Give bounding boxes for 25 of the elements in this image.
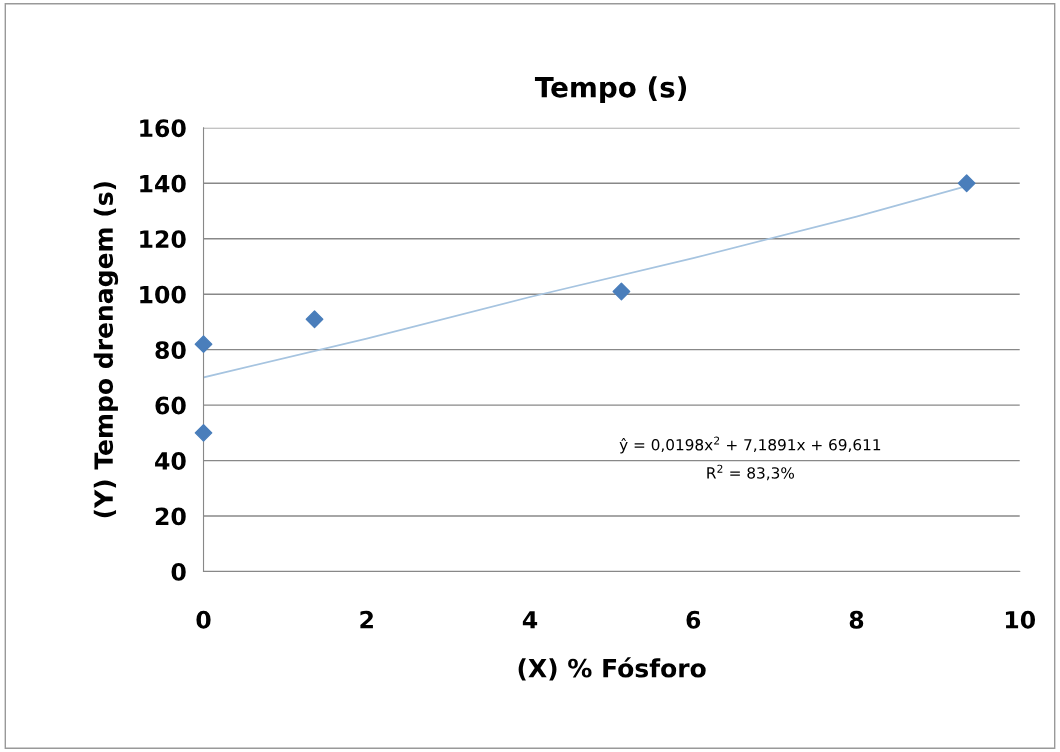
y-tick-label: 100 xyxy=(140,285,186,304)
x-tick-label: 4 xyxy=(522,611,538,629)
x-tick-label: 6 xyxy=(686,610,701,629)
x-tick-label: 10 xyxy=(1005,610,1036,629)
y-tick-label: 40 xyxy=(155,452,186,470)
point xyxy=(612,282,631,301)
y-tick-label: 120 xyxy=(140,230,186,249)
point xyxy=(194,423,213,442)
point xyxy=(194,335,213,354)
y-tick-label: 140 xyxy=(140,174,186,193)
x-tick-label: 0 xyxy=(196,610,211,629)
y-tick-label: 60 xyxy=(155,396,186,415)
x-axis-title: (X) % Fósforo xyxy=(518,657,706,681)
x-tick-label: 8 xyxy=(849,610,864,629)
y-tick-label: 80 xyxy=(155,341,186,359)
point xyxy=(305,310,324,329)
y-tick-label: 20 xyxy=(155,507,186,526)
y-tick-label: 0 xyxy=(171,562,186,581)
annotation: R$^{2}$ = 83,3% xyxy=(707,464,795,481)
x-tick-label: 2 xyxy=(360,610,373,629)
y-tick-label: 160 xyxy=(140,119,186,138)
y-axis-title: (Y) Tempo drenagem (s) xyxy=(93,182,119,518)
point xyxy=(957,174,976,193)
chart-title: Tempo (s) xyxy=(534,76,687,104)
annotation: ŷ = 0,0198x$^{2}$ + 7,1891x + 69,611 xyxy=(619,436,881,454)
